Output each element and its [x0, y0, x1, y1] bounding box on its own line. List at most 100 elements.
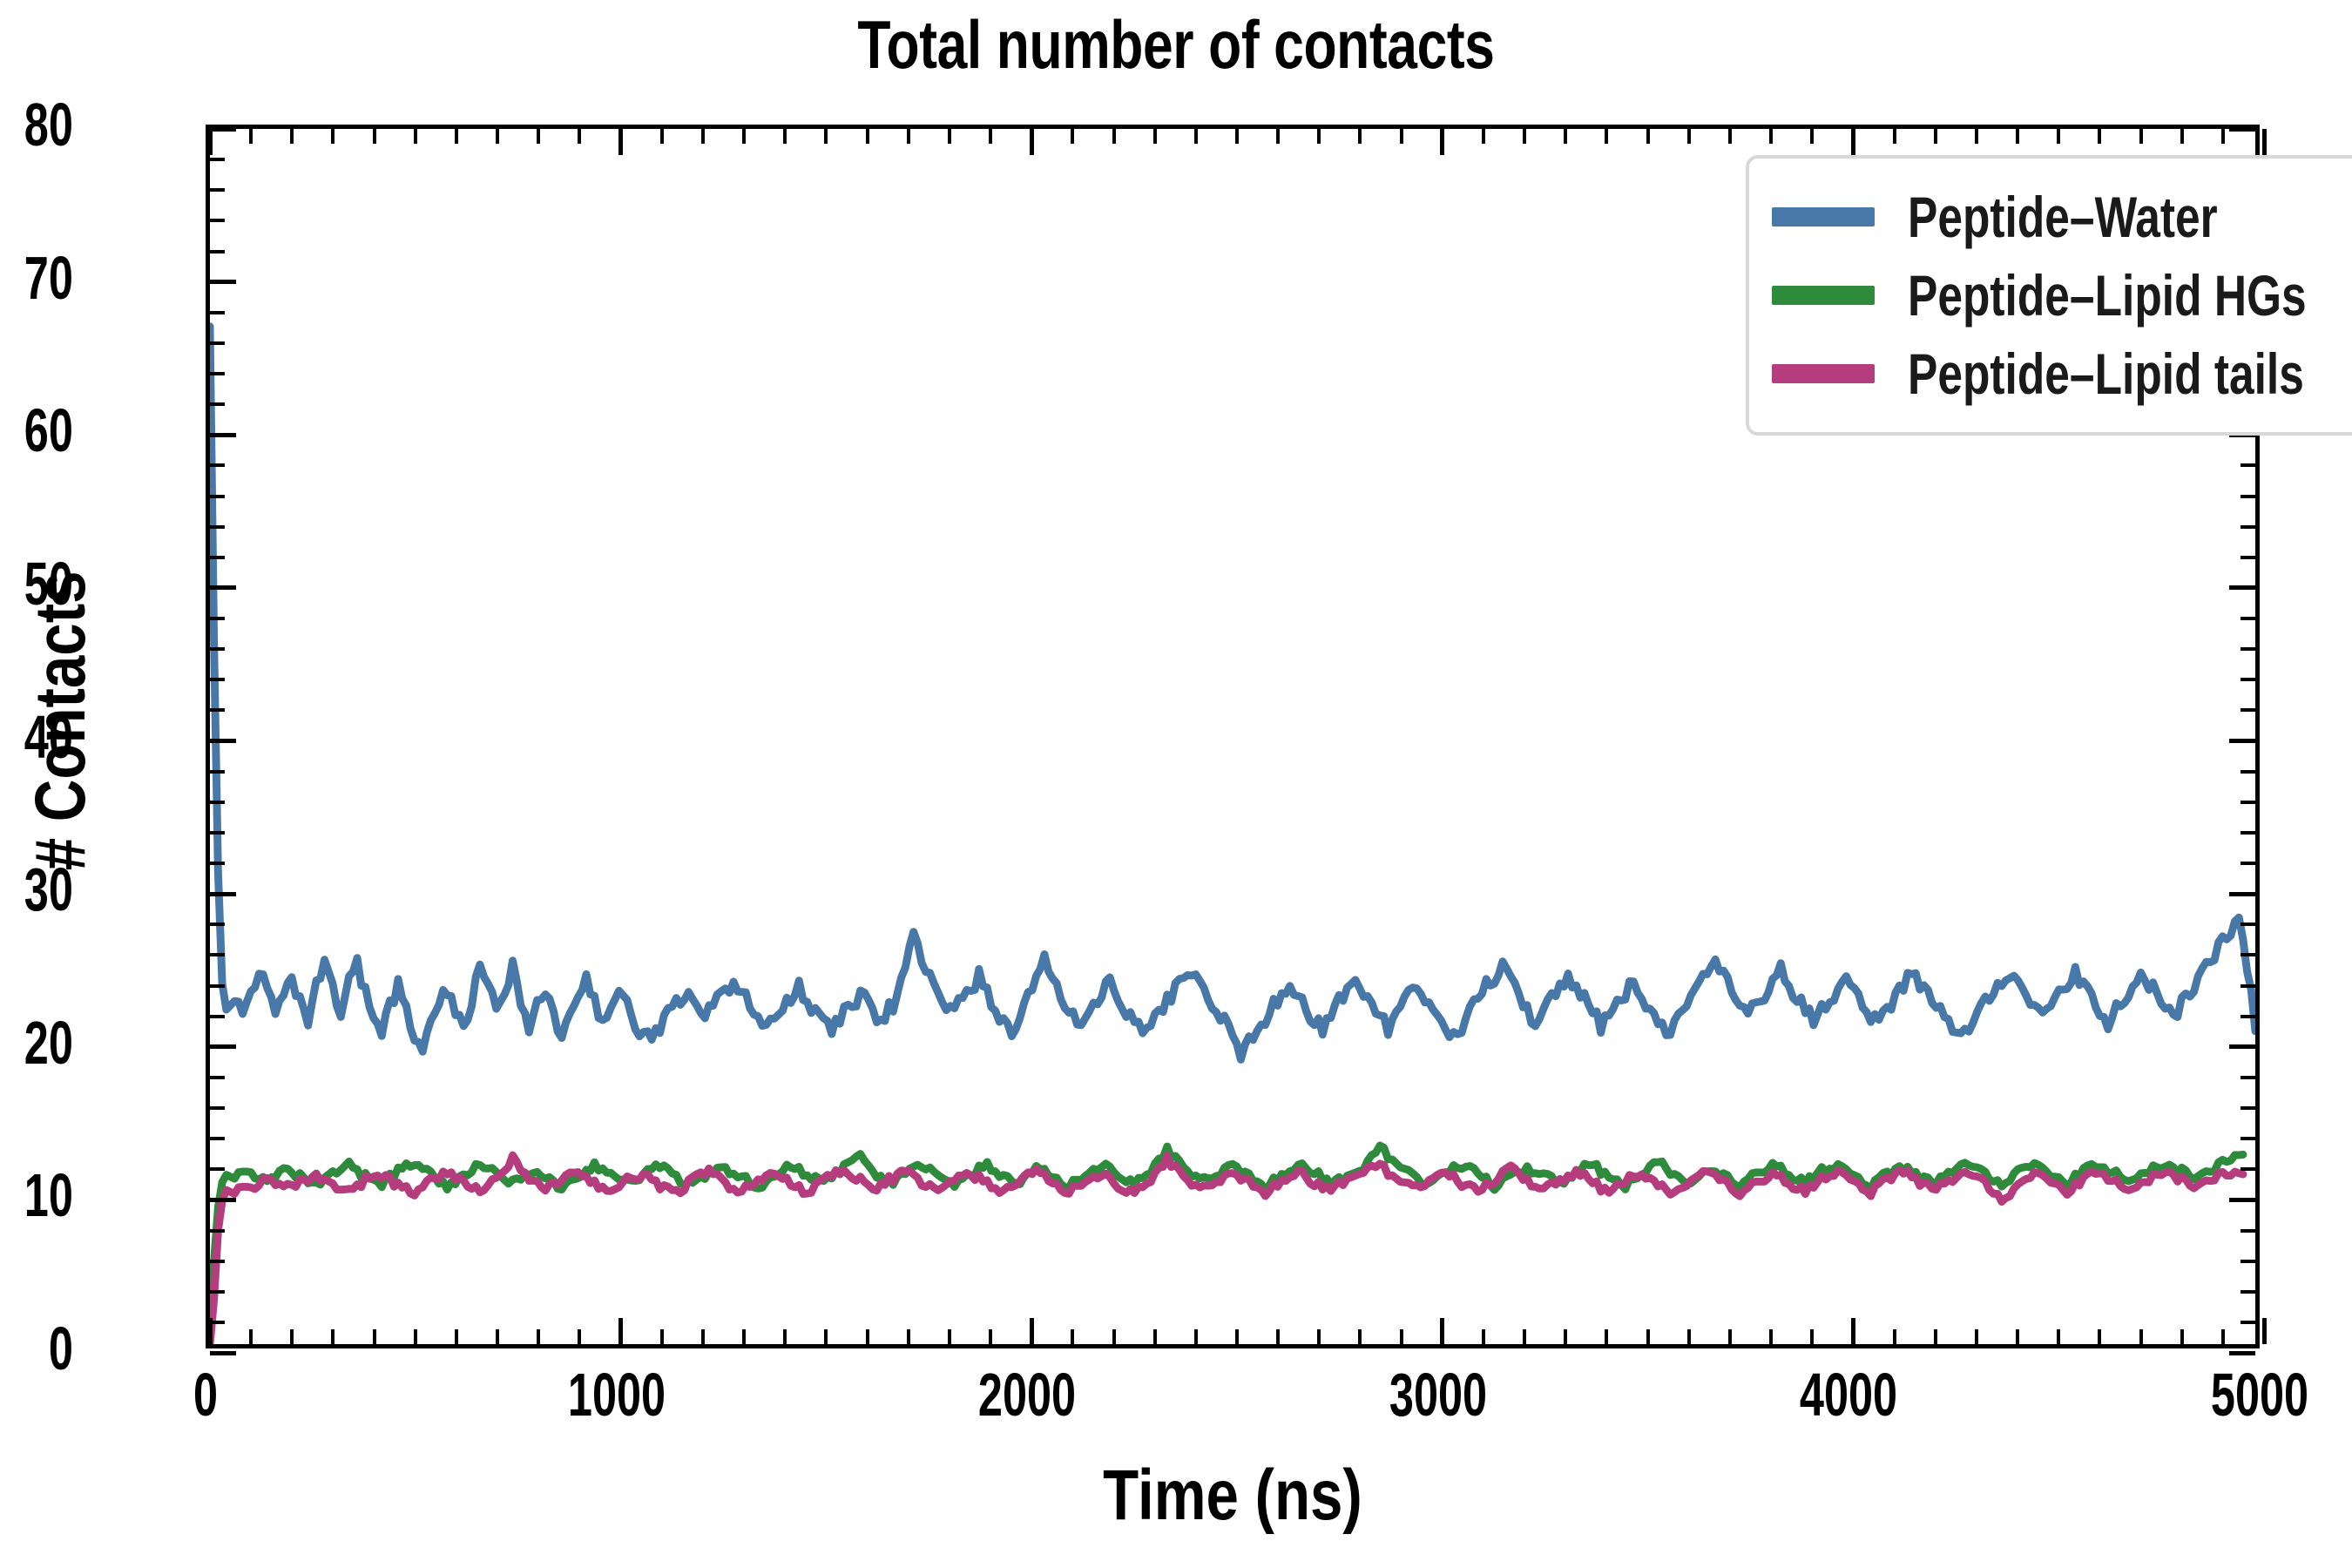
- x-top-minor-tick: [1481, 129, 1485, 144]
- y-minor-tick: [210, 923, 225, 927]
- y-minor-tick: [210, 769, 225, 774]
- y-right-minor-tick: [2240, 1075, 2255, 1079]
- x-top-minor-tick: [1317, 129, 1321, 144]
- x-top-minor-tick: [2180, 129, 2184, 144]
- y-minor-tick: [210, 1289, 225, 1294]
- x-top-minor-tick: [537, 129, 541, 144]
- x-minor-tick: [331, 1329, 335, 1344]
- x-top-minor-tick: [2098, 129, 2102, 144]
- y-tick-label: 80: [24, 91, 73, 159]
- y-right-minor-tick: [2240, 1106, 2255, 1110]
- x-minor-tick: [2180, 1329, 2184, 1344]
- x-top-minor-tick: [1276, 129, 1281, 144]
- y-major-tick: [210, 739, 236, 743]
- y-axis-title-wrap: # Contacts: [20, 111, 102, 1330]
- series-line: [210, 322, 2255, 1064]
- x-top-minor-tick: [1810, 129, 1815, 144]
- y-tick-label: 0: [48, 1315, 73, 1382]
- x-minor-tick: [1974, 1329, 1978, 1344]
- x-tick-label: 5000: [2210, 1361, 2309, 1429]
- x-top-major-tick: [2261, 129, 2267, 155]
- x-top-minor-tick: [2016, 129, 2020, 144]
- y-major-tick: [210, 432, 236, 437]
- x-top-minor-tick: [1646, 129, 1650, 144]
- x-minor-tick: [1276, 1329, 1281, 1344]
- x-minor-tick: [1193, 1329, 1198, 1344]
- y-major-tick: [210, 585, 236, 591]
- x-top-minor-tick: [1358, 129, 1362, 144]
- x-top-minor-tick: [249, 129, 253, 144]
- legend-item[interactable]: Peptide–Lipid HGs: [1772, 256, 2352, 335]
- legend-swatch-icon: [1772, 364, 1875, 383]
- x-minor-tick: [2098, 1329, 2102, 1344]
- x-top-minor-tick: [1727, 129, 1732, 144]
- y-right-minor-tick: [2240, 953, 2255, 957]
- x-minor-tick: [454, 1329, 458, 1344]
- legend-label: Peptide–Water: [1908, 185, 2218, 249]
- x-top-minor-tick: [947, 129, 951, 144]
- x-major-tick: [1029, 1318, 1034, 1344]
- y-minor-tick: [210, 1137, 225, 1141]
- y-tick-label: 50: [24, 549, 73, 618]
- y-minor-tick: [210, 830, 225, 835]
- legend-swatch-icon: [1772, 286, 1875, 305]
- x-minor-tick: [947, 1329, 951, 1344]
- legend-item[interactable]: Peptide–Water: [1772, 178, 2352, 256]
- y-minor-tick: [210, 862, 225, 865]
- x-minor-tick: [1235, 1329, 1239, 1344]
- y-right-minor-tick: [2240, 769, 2255, 774]
- x-minor-tick: [1523, 1329, 1527, 1344]
- y-minor-tick: [210, 524, 225, 529]
- y-minor-tick: [210, 310, 225, 314]
- y-right-major-tick: [2229, 1044, 2255, 1050]
- y-minor-tick: [210, 463, 225, 468]
- x-top-minor-tick: [1769, 129, 1774, 144]
- y-major-tick: [210, 126, 236, 132]
- x-major-tick: [1850, 1318, 1855, 1344]
- y-minor-tick: [210, 158, 225, 162]
- y-minor-tick: [210, 372, 225, 375]
- y-minor-tick: [210, 1228, 225, 1233]
- x-tick-label: 0: [193, 1361, 219, 1429]
- y-tick-label: 30: [24, 855, 73, 924]
- x-top-minor-tick: [2220, 129, 2225, 144]
- y-right-minor-tick: [2240, 647, 2255, 652]
- y-right-minor-tick: [2240, 555, 2255, 559]
- x-top-major-tick: [618, 129, 624, 155]
- x-minor-tick: [1399, 1329, 1403, 1344]
- x-minor-tick: [1112, 1329, 1116, 1344]
- y-right-minor-tick: [2240, 1259, 2255, 1263]
- legend-label: Peptide–Lipid tails: [1908, 341, 2304, 406]
- x-major-tick: [2261, 1318, 2267, 1344]
- y-minor-tick: [210, 1075, 225, 1079]
- legend-item[interactable]: Peptide–Lipid tails: [1772, 335, 2352, 413]
- x-minor-tick: [1605, 1329, 1609, 1344]
- x-axis-title: Time (ns): [1103, 1456, 1362, 1535]
- x-top-minor-tick: [2057, 129, 2061, 144]
- y-minor-tick: [210, 219, 225, 223]
- y-axis-title: # Contacts: [21, 571, 100, 870]
- y-major-tick: [210, 280, 236, 285]
- y-right-minor-tick: [2240, 678, 2255, 682]
- y-right-major-tick: [2229, 1350, 2255, 1355]
- y-tick-label: 10: [24, 1161, 73, 1230]
- legend: Peptide–Water Peptide–Lipid HGs Peptide–Li…: [1746, 155, 2352, 436]
- y-right-minor-tick: [2240, 983, 2255, 988]
- x-top-minor-tick: [1235, 129, 1239, 144]
- y-minor-tick: [210, 800, 225, 804]
- x-minor-tick: [578, 1329, 582, 1344]
- x-top-minor-tick: [1152, 129, 1157, 144]
- x-top-minor-tick: [1605, 129, 1609, 144]
- x-minor-tick: [2057, 1329, 2061, 1344]
- y-right-minor-tick: [2240, 708, 2255, 713]
- x-top-minor-tick: [1974, 129, 1978, 144]
- y-right-minor-tick: [2240, 830, 2255, 835]
- x-minor-tick: [1317, 1329, 1321, 1344]
- x-top-minor-tick: [1071, 129, 1075, 144]
- y-right-minor-tick: [2240, 800, 2255, 804]
- x-minor-tick: [537, 1329, 541, 1344]
- y-tick-label: 60: [24, 396, 73, 465]
- x-minor-tick: [783, 1329, 787, 1344]
- page-title: Total number of contacts: [857, 6, 1495, 83]
- series-line: [210, 1151, 2247, 1344]
